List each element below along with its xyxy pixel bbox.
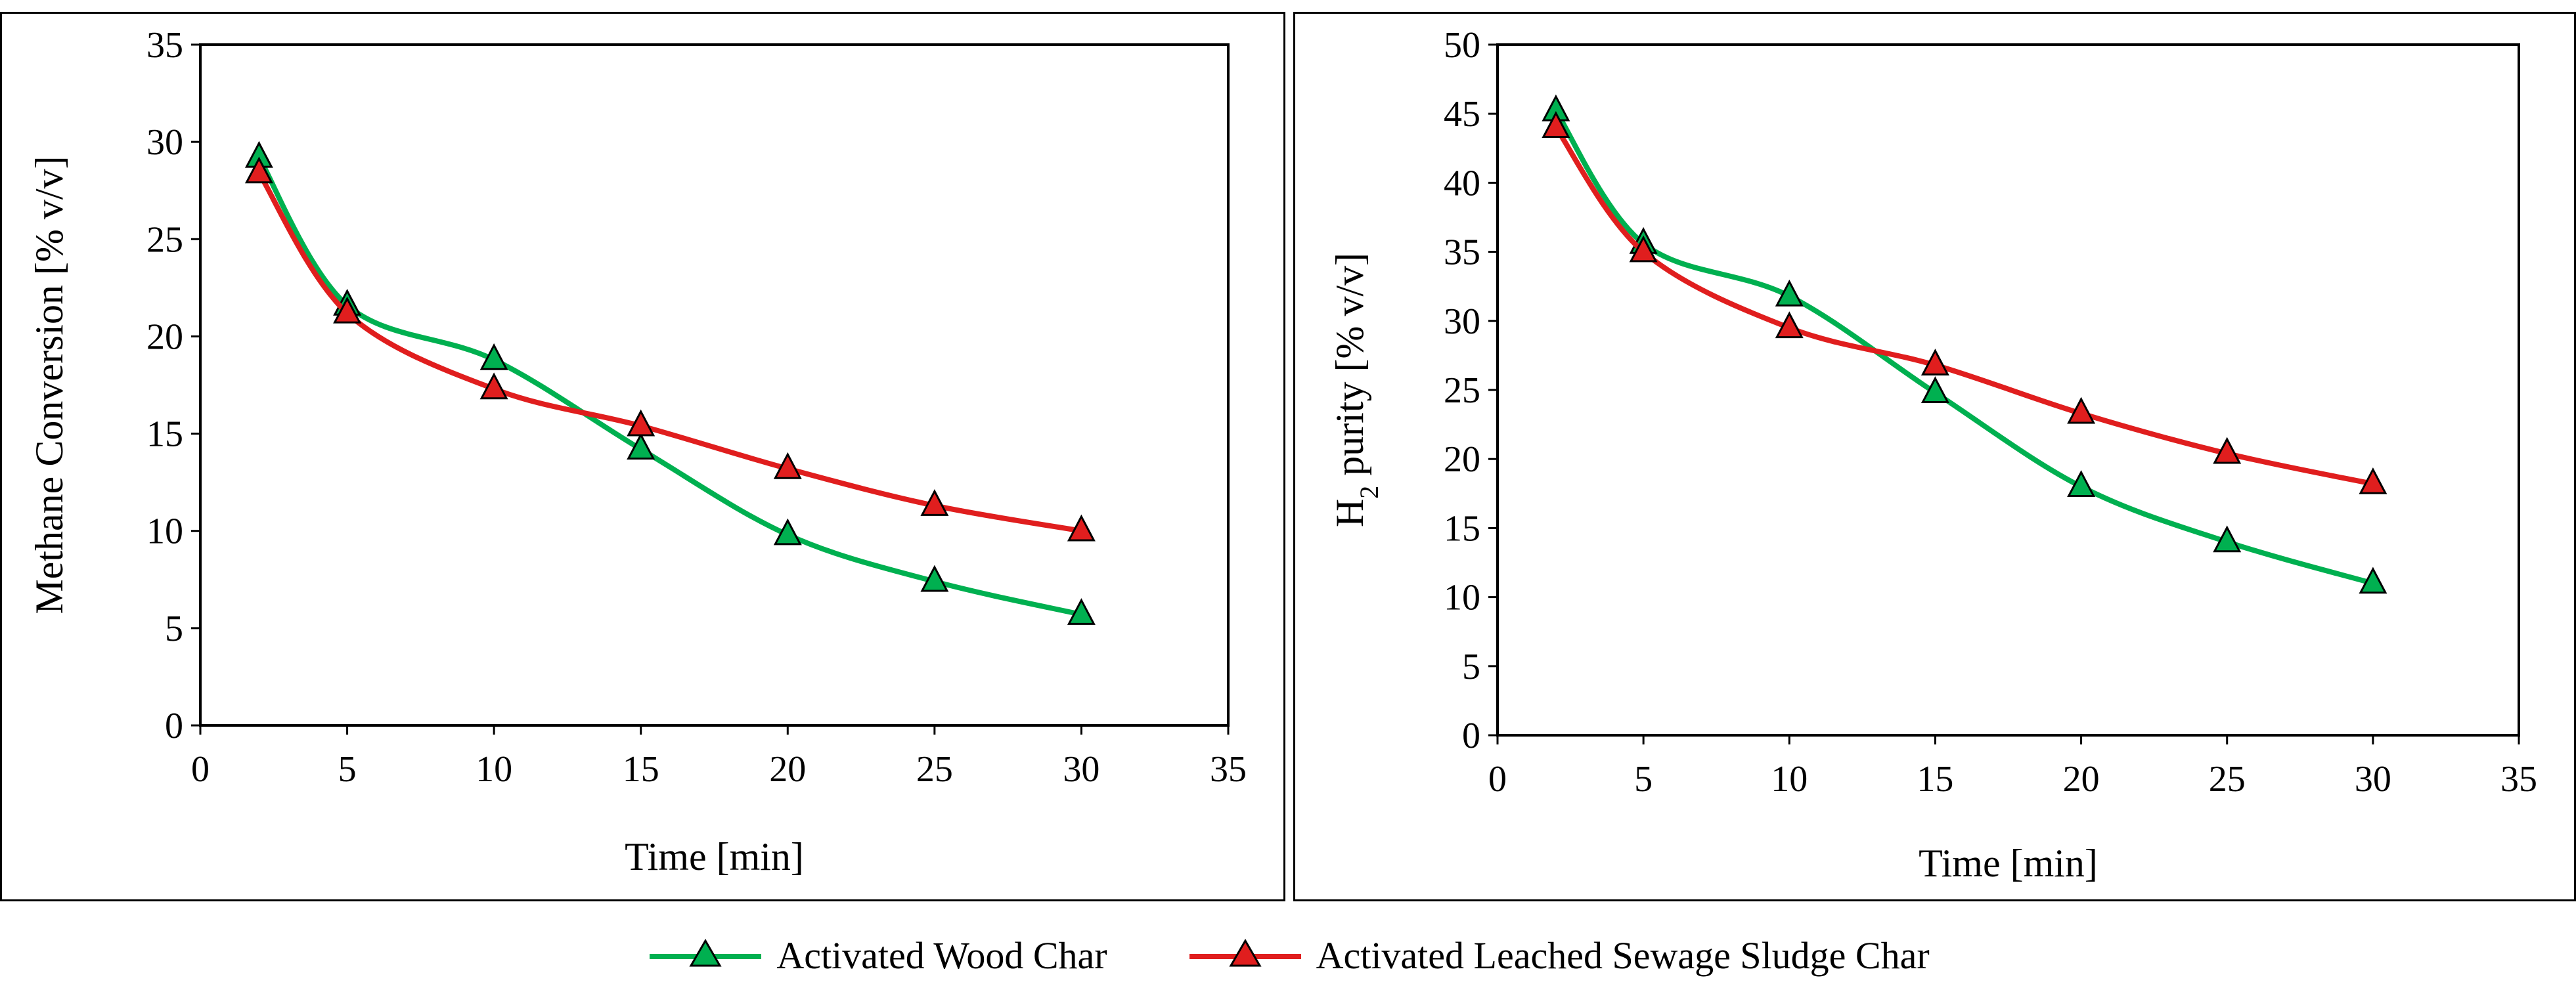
legend-swatch-wood <box>650 939 762 967</box>
charts-canvas: 0 5 10 15 20 25 30 35 0 5 10 15 20 25 30 35 Time [min] Me… <box>28 25 2537 885</box>
left-point-sludge <box>920 489 949 516</box>
right-xtick-label: 25 <box>2209 759 2246 800</box>
left-xtick-label: 15 <box>623 749 659 790</box>
right-point-wood <box>1921 376 1949 403</box>
right-ytick-label: 0 <box>1462 716 1480 756</box>
left-series-line-sludge <box>256 170 1084 534</box>
right-ytick-label: 50 <box>1444 25 1480 66</box>
right-x-axis-title: Time [min] <box>1919 842 2098 885</box>
legend-item-wood: Activated Wood Char <box>646 934 1107 977</box>
right-ytick-label: 45 <box>1444 94 1480 135</box>
right-xtick-label: 0 <box>1488 759 1507 800</box>
right-xtick-label: 5 <box>1634 759 1653 800</box>
right-chart-frame <box>1293 12 2576 901</box>
left-point-sludge <box>479 372 508 400</box>
left-xtick-label: 35 <box>1210 749 1247 790</box>
left-point-sludge <box>333 296 362 324</box>
right-point-sludge <box>1629 235 1658 263</box>
right-point-sludge <box>1921 349 1949 376</box>
right-xtick-label: 30 <box>2355 759 2391 800</box>
left-point-sludge <box>773 452 802 479</box>
right-ytick-label: 25 <box>1444 370 1480 411</box>
right-point-sludge <box>2359 467 2387 494</box>
left-xtick-label: 0 <box>191 749 210 790</box>
right-series-line-sludge <box>1553 125 2376 487</box>
right-point-sludge <box>2213 437 2242 464</box>
left-point-wood <box>1067 598 1096 625</box>
right-ytick-label: 15 <box>1444 508 1480 549</box>
left-point-wood <box>627 433 655 460</box>
right-point-wood <box>2359 567 2387 594</box>
right-xtick-label: 10 <box>1771 759 1808 800</box>
right-point-wood <box>2067 470 2096 497</box>
left-point-sludge <box>244 156 273 184</box>
left-ytick-label: 5 <box>165 609 183 649</box>
right-ytick-label: 20 <box>1444 439 1480 480</box>
right-point-sludge <box>1775 311 1804 339</box>
right-xtick-label: 35 <box>2500 759 2537 800</box>
left-xtick-label: 30 <box>1063 749 1099 790</box>
left-point-sludge <box>1067 514 1096 542</box>
right-y-axis-title: H2 purity [% v/v] <box>1328 253 1384 527</box>
left-point-wood <box>479 343 508 370</box>
left-ytick-label: 15 <box>146 414 183 455</box>
right-point-sludge <box>1542 111 1570 138</box>
left-point-wood <box>920 565 949 592</box>
left-ytick-label: 35 <box>146 25 183 66</box>
left-ytick-label: 30 <box>146 122 183 163</box>
right-point-wood <box>2213 525 2242 553</box>
legend-label-sludge: Activated Leached Sewage Sludge Char <box>1316 934 1930 977</box>
left-xtick-label: 5 <box>338 749 357 790</box>
legend-item-sludge: Activated Leached Sewage Sludge Char <box>1186 934 1930 977</box>
left-ytick-label: 10 <box>146 511 183 552</box>
left-ytick-label: 20 <box>146 316 183 357</box>
right-point-sludge <box>2067 397 2096 424</box>
right-series-line-wood <box>1553 108 2376 586</box>
legend: Activated Wood Char Activated Leached Se… <box>0 922 2576 988</box>
right-ytick-label: 40 <box>1444 163 1480 204</box>
right-ytick-label: 10 <box>1444 578 1480 618</box>
left-series-line-wood <box>256 154 1084 618</box>
left-plot-area <box>199 43 1230 727</box>
right-ytick-label: 30 <box>1444 301 1480 342</box>
left-xtick-label: 25 <box>916 749 953 790</box>
left-x-axis-title: Time [min] <box>625 835 804 878</box>
left-point-sludge <box>627 409 655 437</box>
right-xtick-label: 20 <box>2063 759 2100 800</box>
legend-label-wood: Activated Wood Char <box>776 934 1107 977</box>
right-point-wood <box>1775 279 1804 307</box>
legend-swatch-sludge <box>1189 939 1301 967</box>
left-y-axis-title: Methane Conversion [% v/v] <box>28 156 71 614</box>
left-ytick-label: 0 <box>165 706 183 746</box>
right-ytick-label: 5 <box>1462 647 1480 687</box>
left-point-wood <box>773 518 802 546</box>
left-xtick-label: 10 <box>476 749 512 790</box>
left-ytick-label: 25 <box>146 219 183 260</box>
left-xtick-label: 20 <box>769 749 806 790</box>
right-xtick-label: 15 <box>1917 759 1953 800</box>
right-ytick-label: 35 <box>1444 232 1480 273</box>
